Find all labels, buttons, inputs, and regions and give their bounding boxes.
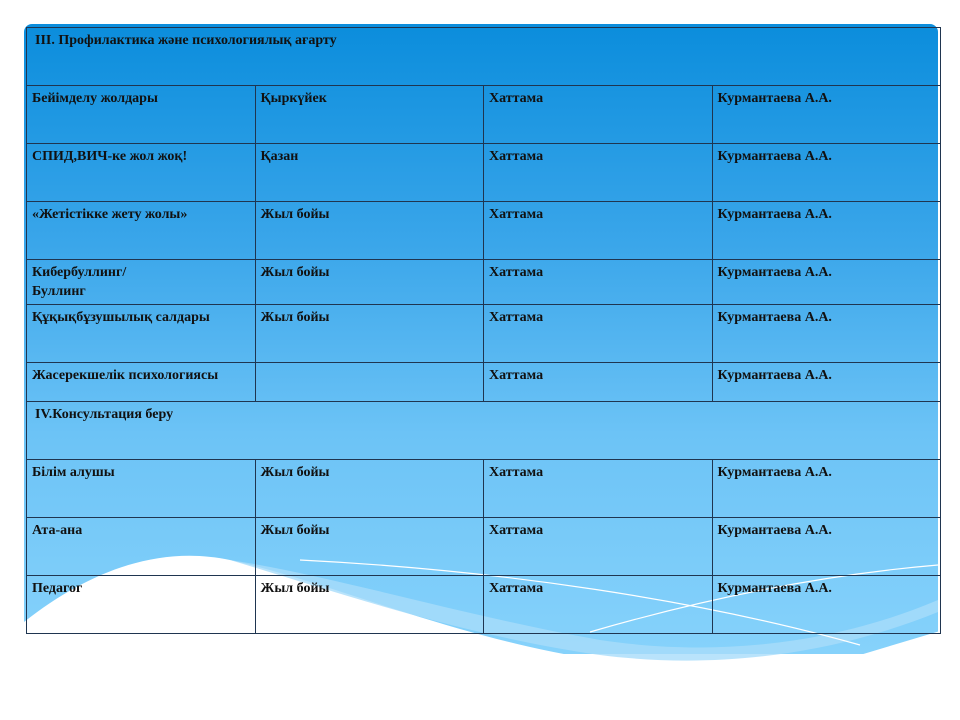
- table-row: СПИД,ВИЧ-ке жол жоқ! Қазан Хаттама Курманта…: [26, 143, 941, 202]
- event-cell: Құқықбұзушылық салдары: [26, 304, 256, 363]
- event-cell: Педагог: [26, 575, 256, 634]
- date-cell: Жыл бойы: [254, 259, 484, 305]
- responsible-cell: Курмантаева А.А.: [711, 459, 941, 518]
- document-cell: Хаттама: [483, 85, 713, 144]
- responsible-cell: Курмантаева А.А.: [711, 362, 941, 402]
- date-cell: [254, 362, 484, 402]
- table-row: Құқықбұзушылық салдары Жыл бойы Хаттама Кур…: [26, 304, 941, 363]
- table-row: Кибербуллинг/ Буллинг Жыл бойы Хаттама Курм…: [26, 259, 941, 305]
- section-header-row: ІІІ. Профилактика және психологиялық аға…: [26, 27, 941, 86]
- date-cell: Қазан: [254, 143, 484, 202]
- event-cell: Білім алушы: [26, 459, 256, 518]
- event-cell: «Жетістікке жету жолы»: [26, 201, 256, 260]
- responsible-cell: Курмантаева А.А.: [711, 259, 941, 305]
- table-row: Білім алушы Жыл бойы Хаттама Курмантаева А.…: [26, 459, 941, 518]
- date-cell: Жыл бойы: [254, 201, 484, 260]
- document-cell: Хаттама: [483, 517, 713, 576]
- date-cell: Жыл бойы: [254, 459, 484, 518]
- responsible-cell: Курмантаева А.А.: [711, 143, 941, 202]
- event-cell: Бейімделу жолдары: [26, 85, 256, 144]
- date-cell: Жыл бойы: [254, 304, 484, 363]
- document-cell: Хаттама: [483, 201, 713, 260]
- table-row: «Жетістікке жету жолы» Жыл бойы Хаттама Кур…: [26, 201, 941, 260]
- responsible-cell: Курмантаева А.А.: [711, 85, 941, 144]
- event-cell: СПИД,ВИЧ-ке жол жоқ!: [26, 143, 256, 202]
- table-row: Ата-ана Жыл бойы Хаттама Курмантаева А.А.: [26, 517, 941, 576]
- document-cell: Хаттама: [483, 362, 713, 402]
- date-cell: Жыл бойы: [254, 517, 484, 576]
- responsible-cell: Курмантаева А.А.: [711, 575, 941, 634]
- responsible-cell: Курмантаева А.А.: [711, 304, 941, 363]
- responsible-cell: Курмантаева А.А.: [711, 517, 941, 576]
- event-cell: Жасерекшелік психологиясы: [26, 362, 256, 402]
- date-cell: Жыл бойы: [254, 575, 484, 634]
- date-cell: Қыркүйек: [254, 85, 484, 144]
- section-title: ІІІ. Профилактика және психологиялық аға…: [26, 27, 941, 86]
- section-title: ІV.Консультация беру: [26, 401, 941, 460]
- document-cell: Хаттама: [483, 575, 713, 634]
- document-cell: Хаттама: [483, 304, 713, 363]
- document-cell: Хаттама: [483, 259, 713, 305]
- plan-table: ІІІ. Профилактика және психологиялық аға…: [26, 27, 941, 634]
- section-header-row: ІV.Консультация беру: [26, 401, 941, 460]
- event-cell: Ата-ана: [26, 517, 256, 576]
- document-cell: Хаттама: [483, 143, 713, 202]
- table-row: Жасерекшелік психологиясы Хаттама Курманта…: [26, 362, 941, 402]
- table-row: Педагог Жыл бойы Хаттама Курмантаева А.А.: [26, 575, 941, 634]
- event-cell: Кибербуллинг/ Буллинг: [26, 259, 256, 305]
- table-row: Бейімделу жолдары Қыркүйек Хаттама Курмант…: [26, 85, 941, 144]
- responsible-cell: Курмантаева А.А.: [711, 201, 941, 260]
- document-cell: Хаттама: [483, 459, 713, 518]
